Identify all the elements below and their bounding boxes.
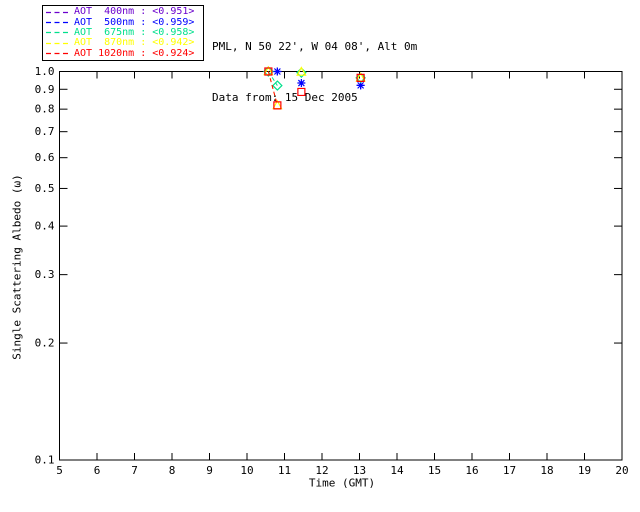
legend-entry-label: AOT 870nm : <0.942> [74, 37, 195, 49]
y-tick-label: 0.4 [35, 220, 55, 233]
legend-entry-label: AOT 400nm : <0.951> [74, 6, 195, 18]
y-tick-label: 1.0 [35, 65, 55, 78]
x-tick-label: 9 [206, 464, 213, 477]
legend-row: AOT 1020nm : <0.924> [46, 47, 200, 59]
legend-row: AOT 400nm : <0.951> [46, 7, 200, 17]
legend-entry-label: AOT 500nm : <0.959> [74, 16, 195, 28]
legend-entry-label: AOT 1020nm : <0.924> [74, 47, 195, 59]
x-tick-label: 5 [56, 464, 63, 477]
x-tick-label: 17 [503, 464, 516, 477]
axes-group: 5 6 7 8 9 10 11 12 13 14 15 16 17 18 19 20 1.0 0.9 0.8 0.7 0… [35, 65, 629, 477]
x-tick-label: 18 [540, 464, 553, 477]
data-point-diamond-marker [296, 67, 307, 79]
x-tick-label: 8 [169, 464, 176, 477]
data-point-asterisk-marker [356, 81, 365, 90]
y-tick-label: 0.8 [35, 103, 55, 116]
x-tick-label: 7 [131, 464, 138, 477]
x-tick-label: 20 [615, 464, 628, 477]
x-tick-label: 11 [278, 464, 291, 477]
x-tick-label: 15 [428, 464, 441, 477]
y-tick-label: 0.1 [35, 454, 55, 467]
legend-dash-line-icon [46, 11, 70, 13]
header-block: PML, N 50 22', W 04 08', Alt 0m Data fro… [212, 4, 417, 140]
legend-row: AOT 500nm : <0.959> [46, 16, 200, 28]
x-tick-label: 6 [94, 464, 101, 477]
data-date-text: Data from: 15 Dec 2005 [212, 91, 358, 104]
data-point-square-marker [264, 67, 273, 76]
x-tick-label: 13 [353, 464, 366, 477]
data-point-triangle-marker [296, 66, 307, 76]
legend-box: AOT 400nm : <0.951> AOT 500nm : <0.959> AO… [42, 5, 204, 61]
y-tick-label: 0.6 [35, 151, 55, 164]
legend-dash-line-icon [46, 21, 70, 24]
series-line-square [267, 71, 278, 106]
legend-row: AOT 675nm : <0.958> [46, 26, 200, 38]
legend-dash-line-icon [46, 42, 70, 45]
site-location-text: PML, N 50 22', W 04 08', Alt 0m [212, 40, 418, 53]
x-tick-label: 19 [578, 464, 591, 477]
x-tick-label: 16 [465, 464, 478, 477]
data-point-square-marker [297, 87, 306, 97]
legend-entry-label: AOT 675nm : <0.958> [74, 26, 195, 38]
y-tick-label: 0.5 [35, 182, 55, 195]
x-tick-label: 10 [240, 464, 253, 477]
data-point-square-marker [356, 73, 365, 82]
data-point-square-marker [273, 101, 282, 110]
plot-frame [59, 71, 623, 461]
data-point-asterisk-marker [297, 79, 306, 88]
x-axis-label: Time (GMT) [308, 476, 376, 490]
y-axis-label: Single Scattering Albedo (ω) [10, 174, 24, 360]
data-point-asterisk-marker [273, 67, 282, 76]
y-tick-label: 0.3 [35, 268, 55, 281]
legend-dash-line-icon [46, 32, 70, 34]
y-tick-label: 0.2 [35, 337, 55, 350]
y-tick-label: 0.7 [35, 125, 55, 138]
y-tick-label: 0.9 [35, 83, 55, 96]
legend-row: AOT 870nm : <0.942> [46, 38, 200, 48]
x-tick-label: 12 [315, 464, 328, 477]
series-group [263, 65, 366, 110]
data-point-diamond-marker [272, 80, 283, 91]
legend-dash-line-icon [46, 53, 70, 55]
x-tick-label: 14 [390, 464, 404, 477]
